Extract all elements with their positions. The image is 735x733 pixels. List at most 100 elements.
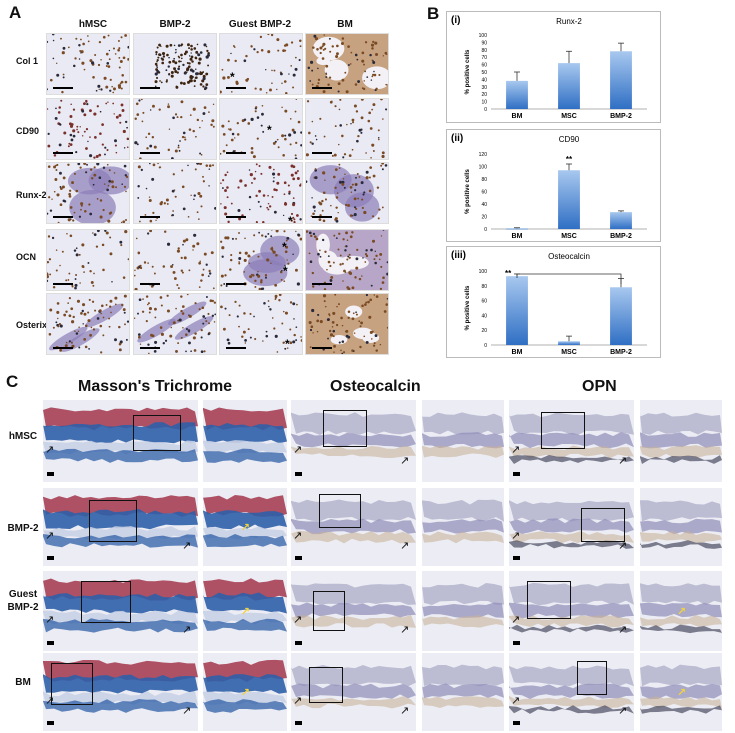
- tissue-band: [203, 674, 287, 694]
- asterisk-marker: *: [288, 214, 293, 228]
- tissue-band: [509, 683, 634, 699]
- tissue-section-image: ↗ ↗: [43, 571, 198, 651]
- tissue-band: [422, 499, 504, 522]
- zoom-region-box: [527, 581, 571, 619]
- tissue-band: [203, 510, 287, 530]
- panel-a-label: A: [9, 3, 22, 22]
- col-header-hmsc: hMSC: [78, 19, 108, 30]
- bar: [558, 63, 580, 109]
- zoom-region-box: [541, 412, 585, 449]
- tissue-section-image: ↗ ↗: [43, 653, 198, 731]
- micrograph-tile: [133, 98, 217, 160]
- stain-header-opn: OPN: [582, 378, 617, 395]
- scale-bar: [53, 283, 73, 285]
- y-tick-label: 0: [484, 227, 487, 233]
- arrow-icon: ↗: [45, 444, 55, 457]
- scale-bar: [312, 283, 332, 285]
- scale-bar: [226, 152, 246, 154]
- tissue-band: [291, 683, 416, 699]
- y-tick-label: 20: [481, 328, 487, 334]
- tissue-section-image: ↗ ↗: [291, 400, 416, 482]
- tissue-band: [43, 534, 198, 548]
- scale-bar: [312, 216, 332, 218]
- y-tick-label: 20: [481, 92, 487, 98]
- tissue-band: [422, 432, 504, 449]
- tissue-band: [509, 624, 634, 633]
- bar: [610, 51, 632, 109]
- tissue-band: [509, 455, 634, 464]
- col-header-bmp2: BMP-2: [159, 19, 191, 30]
- tissue-band: [640, 624, 722, 634]
- asterisk-marker: *: [282, 240, 287, 254]
- micrograph-tile: [219, 162, 303, 224]
- yellow-arrow-icon: ↗: [240, 687, 251, 700]
- tissue-section-image: ↗ ↗: [509, 571, 634, 651]
- zoom-region-box: [309, 667, 343, 703]
- tissue-band: [422, 602, 504, 618]
- zoom-region-box: [581, 508, 625, 542]
- arrow-icon: ↗: [618, 454, 628, 467]
- arrow-icon: ↗: [511, 614, 521, 626]
- x-tick-label: BMP-2: [610, 233, 632, 240]
- bar: [558, 170, 580, 229]
- scale-bar: [140, 347, 160, 349]
- tissue-band: [43, 674, 198, 694]
- y-tick-label: 90: [481, 40, 487, 46]
- scale-bar: [513, 641, 520, 645]
- tissue-band: [291, 602, 416, 618]
- tissue-band: [640, 518, 722, 535]
- scale-bar: [53, 347, 73, 349]
- arrow-icon: ↗: [400, 540, 410, 553]
- asterisk-marker: *: [285, 337, 290, 351]
- arrow-icon: ↗: [293, 614, 303, 626]
- chart-panel-number: (iii): [451, 250, 466, 261]
- scale-bar: [140, 283, 160, 285]
- y-tick-label: 80: [481, 284, 487, 290]
- zoomed-inset-image: [422, 400, 504, 482]
- y-tick-label: 60: [481, 190, 487, 196]
- tissue-band: [203, 440, 287, 455]
- yellow-arrow-icon: ↗: [676, 687, 687, 700]
- tissue-band: [640, 530, 722, 544]
- tissue-band: [422, 582, 504, 605]
- scale-bar: [295, 472, 302, 476]
- chart-title: Runx-2: [556, 17, 582, 26]
- tissue-band: [291, 412, 416, 436]
- tissue-band: [291, 432, 416, 448]
- bar: [506, 80, 528, 109]
- tissue-section-image: ↗ ↗: [43, 488, 198, 566]
- chart-box-osteocalcin: (iii) Osteocalcin % positive cells 0 20 40 60 8…: [446, 246, 661, 358]
- y-tick-label: 120: [479, 152, 488, 158]
- arrow-icon: ↗: [511, 444, 521, 457]
- tissue-band: [291, 530, 416, 544]
- tissue-section-image: ↗ ↗: [509, 653, 634, 731]
- y-tick-label: 40: [481, 202, 487, 208]
- tissue-band: [509, 705, 634, 714]
- yellow-arrow-icon: ↗: [240, 522, 251, 535]
- row-label-runx2: Runx-2: [16, 190, 47, 200]
- tissue-band: [43, 495, 198, 517]
- col-header-guest-bmp2: Guest BMP-2: [228, 19, 292, 30]
- arrow-icon: ↗: [182, 624, 192, 637]
- scale-bar: [295, 556, 302, 560]
- tissue-band: [422, 615, 504, 628]
- micrograph-tile: [219, 98, 303, 160]
- scale-bar: [53, 87, 73, 89]
- micrograph-tile: [305, 162, 389, 224]
- zoomed-inset-image: ↗: [203, 571, 287, 651]
- asterisk-marker: *: [267, 123, 272, 137]
- micrograph-tile: [219, 293, 303, 355]
- y-tick-label: 80: [481, 48, 487, 54]
- tissue-band: [43, 618, 198, 633]
- arrow-icon: ↗: [45, 614, 55, 626]
- scale-bar: [226, 87, 246, 89]
- arrow-icon: ↗: [293, 694, 303, 707]
- micrograph-tile: [219, 229, 303, 291]
- y-tick-label: 60: [481, 299, 487, 305]
- scale-bar: [47, 556, 54, 560]
- y-tick-label: 50: [481, 70, 487, 76]
- row-label-c-guest-bmp2: Guest BMP-2: [7, 589, 39, 613]
- y-tick-label: 30: [481, 85, 487, 91]
- x-tick-label: BMP-2: [610, 349, 632, 356]
- x-tick-label: MSC: [561, 113, 577, 120]
